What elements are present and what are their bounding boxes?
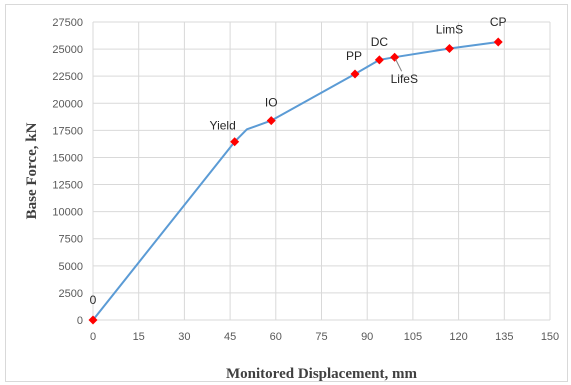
y-tick-label: 15000 (52, 152, 83, 164)
x-tick-label: 105 (404, 331, 422, 343)
data-marker (374, 55, 384, 65)
y-tick-label: 2500 (59, 288, 83, 300)
x-tick-label: 135 (495, 331, 513, 343)
x-tick-label: 15 (133, 331, 145, 343)
point-label: CP (490, 15, 507, 29)
y-tick-label: 10000 (52, 207, 83, 219)
point-label: Yield (210, 119, 236, 133)
chart-frame (5, 4, 568, 382)
performance-points: 0 Yield IO PP DC LifeS LimS CP (88, 15, 507, 325)
data-marker (266, 116, 276, 126)
y-tick-label: 25000 (52, 44, 83, 56)
point-label: IO (265, 96, 278, 110)
x-tick-label: 45 (224, 331, 236, 343)
data-marker (350, 69, 360, 79)
data-marker (88, 315, 98, 325)
x-tick-label: 0 (90, 331, 96, 343)
data-marker (493, 37, 503, 47)
y-tick-label: 0 (77, 315, 83, 327)
y-tick-label: 5000 (59, 261, 83, 273)
y-tick-label: 20000 (52, 98, 83, 110)
x-tick-label: 30 (178, 331, 190, 343)
data-marker (444, 44, 454, 54)
x-tick-label: 90 (361, 331, 373, 343)
x-tick-label: 60 (270, 331, 282, 343)
y-tick-label: 27500 (52, 17, 83, 29)
capacity-curve (92, 41, 499, 321)
point-label: 0 (90, 293, 97, 307)
y-tick-label: 12500 (52, 180, 83, 192)
y-tick-label: 17500 (52, 125, 83, 137)
y-tick-label: 7500 (59, 234, 83, 246)
x-tick-label: 150 (541, 331, 559, 343)
x-tick-label: 120 (449, 331, 467, 343)
point-label: DC (371, 35, 389, 49)
x-tick-label: 75 (315, 331, 327, 343)
data-marker (390, 52, 400, 62)
x-axis-title: Monitored Displacement, mm (226, 366, 417, 382)
data-marker (230, 137, 240, 147)
point-label: PP (346, 49, 362, 63)
y-tick-label: 22500 (52, 71, 83, 83)
grid (92, 21, 551, 321)
point-label: LifeS (391, 72, 418, 86)
tick-labels: 0250050007500100001250015000175002000022… (52, 17, 559, 343)
point-label: LimS (436, 23, 463, 37)
y-axis-title: Base Force, kN (24, 122, 40, 219)
label-leader-line (395, 58, 403, 72)
